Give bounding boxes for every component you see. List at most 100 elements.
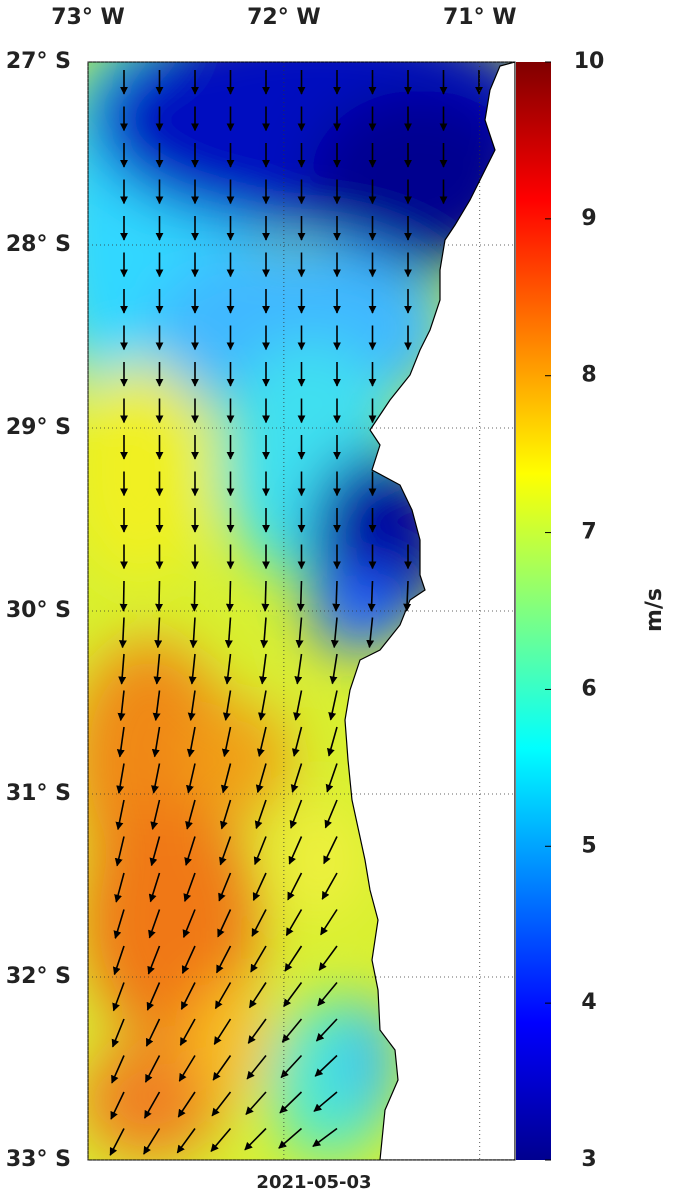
colorbar-tick-label: 6 (581, 676, 596, 701)
colorbar-tick-label: 5 (581, 833, 596, 858)
wind-arrow (296, 580, 305, 612)
wind-arrow (278, 1127, 303, 1149)
wind-arrow (283, 982, 303, 1008)
wind-arrow (186, 763, 196, 794)
wind-arrow (289, 799, 303, 829)
wind-arrow (252, 872, 267, 902)
lat-tick-label: 33° S (6, 1147, 71, 1172)
colorbar-tick-label: 9 (581, 206, 596, 231)
wind-arrow (287, 872, 303, 901)
wind-arrow (244, 1127, 267, 1151)
colorbar-tick-label: 4 (581, 990, 596, 1015)
wind-arrow (295, 617, 304, 649)
wind-arrow (151, 763, 161, 794)
wind-arrow (118, 617, 127, 649)
wind-arrow (259, 653, 268, 685)
wind-arrow (253, 836, 267, 866)
wind-arrow (248, 982, 267, 1009)
wind-arrow (212, 1055, 232, 1081)
wind-arrow (117, 690, 126, 722)
wind-arrow (250, 945, 267, 973)
wind-arrow (285, 909, 303, 937)
wind-arrow (224, 617, 233, 649)
wind-arrow (332, 580, 341, 612)
wind-arrow (116, 726, 125, 758)
wind-arrow (213, 1018, 232, 1045)
wind-arrow (112, 945, 125, 976)
wind-arrow (116, 763, 125, 794)
date-label: 2021-05-03 (256, 1172, 371, 1193)
wind-arrow (326, 726, 338, 757)
wind-arrow (254, 799, 267, 830)
wind-arrow (318, 945, 338, 971)
wind-arrow (330, 617, 339, 649)
wind-arrow (145, 1018, 161, 1047)
land (344, 62, 515, 1160)
wind-arrow (225, 580, 234, 612)
wind-arrow (313, 1091, 338, 1112)
wind-arrow (111, 1055, 125, 1084)
wind-arrow (114, 872, 125, 903)
wind-arrow (220, 763, 232, 794)
wind-arrow (115, 799, 125, 831)
wind-arrow (109, 1128, 125, 1156)
wind-arrow (211, 1091, 232, 1117)
wind-arrow (180, 982, 196, 1010)
wind-arrow (185, 799, 196, 830)
wind-arrow (188, 653, 197, 685)
wind-arrow (291, 726, 303, 757)
wind-arrow (279, 1091, 303, 1114)
wind-arrow (290, 763, 303, 793)
wind-arrow (182, 909, 196, 939)
wind-arrow (218, 872, 232, 902)
wind-arrow (317, 981, 338, 1007)
wind-arrow (321, 872, 338, 900)
wind-arrow (176, 1128, 196, 1154)
wind-arrow (147, 945, 161, 975)
wind-arrow (152, 690, 161, 722)
wind-arrow (190, 580, 199, 612)
wind-arrow (251, 909, 267, 937)
colorbar-tick-label: 7 (581, 520, 596, 545)
wind-arrow (281, 1018, 303, 1043)
colorbar-tick-label: 8 (581, 363, 596, 388)
lat-tick-label: 28° S (6, 232, 71, 257)
wind-arrow (314, 1054, 338, 1077)
wind-arrow (247, 1018, 267, 1044)
wind-field (88, 62, 515, 1160)
wind-arrow (325, 763, 338, 793)
wind-arrow (143, 1091, 161, 1119)
wind-arrow (179, 1018, 196, 1046)
wind-arrow (288, 836, 303, 865)
wind-arrow (219, 799, 232, 830)
wind-arrow (221, 726, 232, 758)
lat-tick-label: 32° S (6, 964, 71, 989)
wind-arrow (112, 982, 125, 1012)
lat-tick-label: 30° S (6, 598, 71, 623)
wind-arrow (320, 909, 338, 936)
lat-tick-label: 29° S (6, 415, 71, 440)
wind-arrow (312, 1127, 338, 1148)
wind-arrow (294, 653, 303, 685)
wind-arrow (110, 1091, 125, 1120)
wind-arrow (324, 799, 338, 829)
wind-arrow (148, 872, 161, 903)
graticule (87, 61, 515, 1161)
wind-arrow (146, 982, 161, 1011)
wind-arrow (367, 580, 376, 612)
wind-arrow (154, 617, 163, 649)
wind-arrow (153, 653, 162, 685)
wind-arrow (178, 1055, 196, 1082)
wind-arrow (245, 1091, 267, 1115)
wind-arrow (189, 617, 198, 649)
wind-arrow (144, 1055, 161, 1083)
colorbar-tick-label: 10 (574, 49, 605, 74)
wind-arrow (210, 1127, 232, 1152)
wind-arrow (293, 690, 303, 721)
wind-arrow (150, 799, 161, 830)
wind-arrow (315, 1018, 338, 1042)
wind-arrow (155, 580, 164, 612)
wind-arrow (261, 580, 270, 612)
wind-arrow (183, 872, 196, 902)
